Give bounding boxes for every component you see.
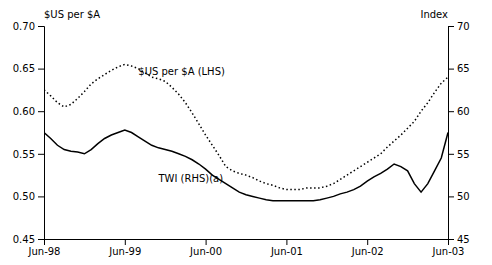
tick-mark bbox=[286, 239, 287, 245]
annotation: $US per $A (LHS) bbox=[138, 66, 225, 77]
tick: Jun-00 bbox=[189, 239, 222, 257]
tick-label: 0.45 bbox=[13, 234, 35, 245]
tick: 60 bbox=[448, 106, 470, 117]
tick: 50 bbox=[448, 191, 470, 202]
tick-mark bbox=[38, 69, 44, 70]
tick-mark bbox=[448, 111, 454, 112]
tick: 0.55 bbox=[13, 149, 44, 160]
tick: Jun-02 bbox=[351, 239, 384, 257]
tick-label: 65 bbox=[457, 63, 470, 74]
plot: Jun-98 Jun-99 Jun-00 Jun-01 Jun-02 Jun-03 0.45… bbox=[13, 9, 470, 257]
tick-mark bbox=[38, 26, 44, 27]
line bbox=[44, 130, 448, 201]
axis-line bbox=[449, 27, 455, 240]
tick-label: Jun-98 bbox=[28, 246, 61, 257]
tick: 65 bbox=[448, 63, 470, 74]
tick-label: 0.50 bbox=[13, 191, 35, 202]
tick-label: 50 bbox=[457, 191, 470, 202]
tick-mark bbox=[448, 154, 454, 155]
tick-label: 70 bbox=[457, 21, 470, 32]
tick-label: 60 bbox=[457, 106, 470, 117]
tick-label: 0.60 bbox=[13, 106, 35, 117]
tick: 0.60 bbox=[13, 106, 44, 117]
annotation: TWI (RHS)(a) bbox=[157, 173, 223, 184]
tick: 45 bbox=[448, 234, 470, 245]
y2-axis-label: Index bbox=[420, 9, 448, 20]
tick-label: 0.55 bbox=[13, 149, 35, 160]
y2-axis: 45 50 55 60 65 70 bbox=[448, 21, 470, 245]
tick-label: Jun-03 bbox=[432, 246, 465, 257]
tick: 0.70 bbox=[13, 21, 44, 32]
line bbox=[44, 64, 448, 189]
tick: 70 bbox=[448, 21, 470, 32]
tick-mark bbox=[125, 239, 126, 245]
y-axis-label: $US per $A bbox=[44, 9, 100, 20]
tick-mark bbox=[448, 196, 454, 197]
annotations: $US per $A (LHS) TWI (RHS)(a) bbox=[138, 66, 225, 184]
tick: 0.45 bbox=[13, 234, 44, 245]
tick: Jun-01 bbox=[270, 239, 303, 257]
axis-line bbox=[38, 27, 45, 240]
tick-mark bbox=[38, 239, 44, 240]
tick-label: 55 bbox=[457, 149, 470, 160]
tick-mark bbox=[448, 69, 454, 70]
tick-mark bbox=[448, 239, 454, 240]
y-axis: 0.45 0.50 0.55 0.60 0.65 0.70 bbox=[13, 21, 45, 245]
tick-label: Jun-00 bbox=[189, 246, 222, 257]
tick: 0.65 bbox=[13, 63, 44, 74]
tick: 0.50 bbox=[13, 191, 44, 202]
tick-mark bbox=[38, 154, 44, 155]
tick-label: 0.65 bbox=[13, 63, 35, 74]
tick-label: Jun-01 bbox=[270, 246, 303, 257]
tick-label: 45 bbox=[457, 234, 470, 245]
tick: 55 bbox=[448, 149, 470, 160]
lines bbox=[44, 64, 448, 200]
tick-label: Jun-02 bbox=[351, 246, 384, 257]
tick-mark bbox=[206, 239, 207, 245]
tick-label: 0.70 bbox=[13, 21, 35, 32]
tick-mark bbox=[367, 239, 368, 245]
tick-mark bbox=[448, 26, 454, 27]
tick-mark bbox=[38, 196, 44, 197]
x-axis: Jun-98 Jun-99 Jun-00 Jun-01 Jun-02 Jun-03 bbox=[28, 239, 465, 257]
tick: Jun-99 bbox=[108, 239, 141, 257]
tick-label: Jun-99 bbox=[108, 246, 141, 257]
chart: Jun-98 Jun-99 Jun-00 Jun-01 Jun-02 Jun-03 0.45… bbox=[0, 0, 492, 265]
tick-mark bbox=[38, 111, 44, 112]
axis-line bbox=[45, 240, 449, 246]
